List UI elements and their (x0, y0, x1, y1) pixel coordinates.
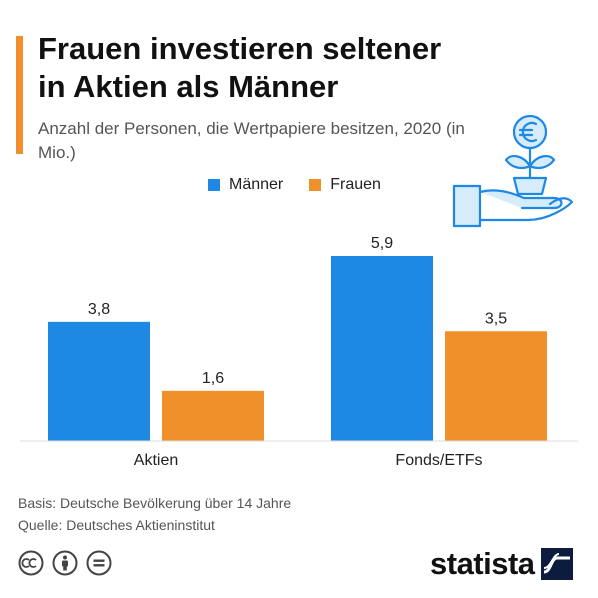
footer-basis: Basis: Deutsche Bevölkerung über 14 Jahr… (18, 495, 292, 511)
bars-group (48, 256, 547, 441)
bar-women-aktien (162, 390, 264, 441)
value-label: 3,8 (88, 301, 110, 318)
legend-item-men: Männer (208, 176, 283, 194)
bar-men-fondsetfs (331, 256, 433, 441)
value-label: 5,9 (371, 235, 393, 252)
bar-men-aktien (48, 321, 150, 441)
attribution-icon[interactable] (52, 550, 78, 576)
license-icons (18, 550, 112, 576)
footer-source: Quelle: Deutsches Aktieninstitut (18, 517, 215, 533)
brand-name: statista (430, 546, 535, 581)
legend-label-women: Frauen (330, 176, 381, 193)
value-labels-group: 3,8 1,6 5,9 3,5 (88, 235, 507, 387)
category-labels-group: Aktien Fonds/ETFs (134, 452, 483, 469)
bar-women-fondsetfs (445, 331, 547, 441)
legend-label-men: Männer (229, 176, 284, 193)
euro-plant-in-hand-icon (452, 114, 574, 228)
statista-logo-icon (540, 548, 573, 580)
chart-title: Frauen investieren seltener in Aktien al… (38, 31, 442, 104)
value-label: 3,5 (485, 310, 507, 327)
category-label: Aktien (134, 452, 178, 469)
statista-brand[interactable]: statista (430, 546, 573, 582)
legend-swatch-men (208, 179, 220, 191)
legend-swatch-women (309, 179, 322, 191)
legend: Männer Frauen (208, 176, 381, 194)
footer: Basis: Deutsche Bevölkerung über 14 Jahr… (18, 492, 291, 536)
no-derivatives-icon[interactable] (86, 550, 112, 576)
accent-bar (16, 36, 23, 154)
legend-item-women: Frauen (309, 176, 381, 194)
category-label: Fonds/ETFs (395, 452, 482, 469)
value-label: 1,6 (202, 370, 224, 387)
bar-chart: 3,8 1,6 5,9 3,5 Aktien Fonds/ETFs (20, 235, 578, 469)
creative-commons-icon[interactable] (18, 550, 44, 576)
chart-subtitle: Anzahl der Personen, die Wertpapiere bes… (38, 119, 465, 162)
